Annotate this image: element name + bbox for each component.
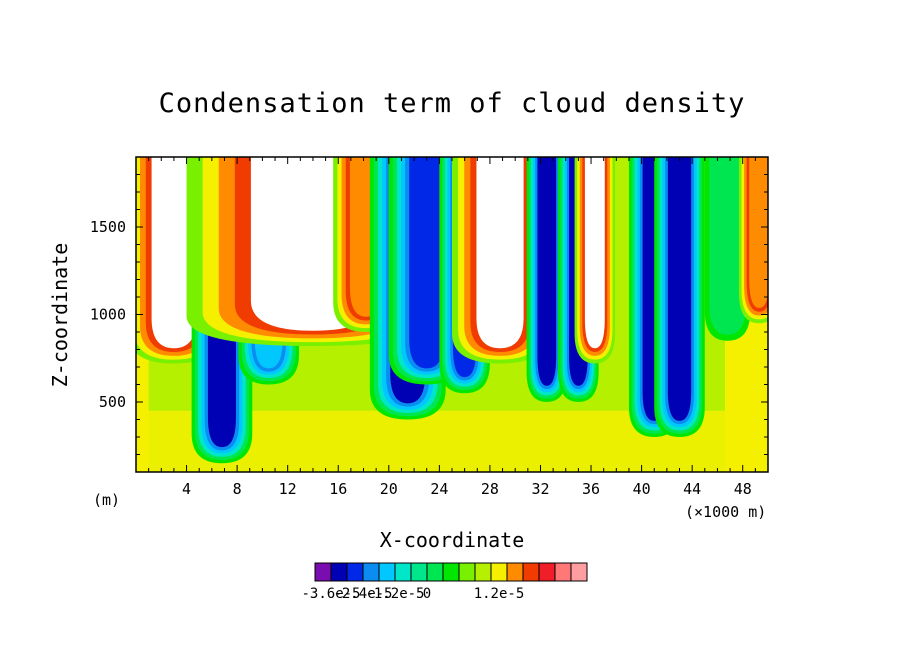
contour-level <box>713 157 742 329</box>
x-tick-label: 48 <box>734 480 752 498</box>
colorbar-swatch <box>490 562 508 582</box>
colorbar-swatch <box>394 562 412 582</box>
colorbar-swatch <box>378 562 396 582</box>
x-tick-label: 20 <box>380 480 398 498</box>
x-axis-ticks: 4 8 12 16 20 24 28 32 36 40 44 48 <box>148 157 756 498</box>
colorbar-swatch <box>330 562 348 582</box>
colorbar-swatch <box>522 562 540 582</box>
colorbar-label: -2.4e-5 <box>333 586 392 602</box>
plume <box>704 157 751 341</box>
chart-title: Condensation term of cloud density <box>159 88 746 119</box>
x-tick-label: 32 <box>531 480 549 498</box>
y-tick-label: 1000 <box>90 306 126 324</box>
colorbar-swatch <box>458 562 476 582</box>
colorbar-swatch <box>314 562 332 582</box>
contour-level <box>749 157 768 308</box>
y-tick-label: 1500 <box>90 218 126 236</box>
plume <box>738 157 768 324</box>
colorbar-swatch <box>570 562 588 582</box>
colorbar-label: 1.2e-5 <box>474 586 525 602</box>
y-axis-ticks: 500 1000 1500 <box>90 174 768 455</box>
colorbar-swatch <box>426 562 444 582</box>
y-tick-label: 500 <box>99 393 126 411</box>
x-axis-label: X-coordinate <box>380 528 525 552</box>
x-tick-label: 8 <box>233 480 242 498</box>
x-tick-label: 40 <box>633 480 651 498</box>
colorbar-swatch <box>554 562 572 582</box>
colorbar-label: 0 <box>423 586 431 602</box>
x-tick-label: 44 <box>683 480 701 498</box>
contour-field <box>136 157 768 472</box>
y-unit-label: (m) <box>93 491 120 509</box>
colorbar-swatch <box>506 562 524 582</box>
colorbar-swatch <box>346 562 364 582</box>
plume <box>452 157 549 364</box>
x-tick-label: 28 <box>481 480 499 498</box>
colorbar-swatch <box>538 562 556 582</box>
colorbar-swatch <box>474 562 492 582</box>
colorbar-swatch <box>362 562 380 582</box>
contour-level <box>151 157 197 349</box>
contour-level <box>584 157 605 349</box>
contour-level <box>537 157 557 386</box>
contour-level <box>476 157 524 349</box>
plume <box>574 157 616 364</box>
contour-level <box>409 157 445 369</box>
colorbar-swatch <box>410 562 428 582</box>
colorbar-label: -1.2e-5 <box>365 586 424 602</box>
x-tick-label: 24 <box>430 480 448 498</box>
x-tick-label: 4 <box>182 480 191 498</box>
contour-level <box>667 157 692 421</box>
x-tick-label: 36 <box>582 480 600 498</box>
x-unit-label: (×1000 m) <box>685 503 766 521</box>
colorbar: -3.6e-5-2.4e-5-1.2e-50 1.2e-5 <box>301 562 588 602</box>
x-tick-label: 12 <box>279 480 297 498</box>
y-axis-label: Z-coordinate <box>48 243 72 388</box>
colorbar-swatch <box>442 562 460 582</box>
x-tick-label: 16 <box>329 480 347 498</box>
plume <box>526 157 568 402</box>
plume <box>654 157 705 437</box>
colorbar-label: -3.6e-5 <box>301 586 360 602</box>
